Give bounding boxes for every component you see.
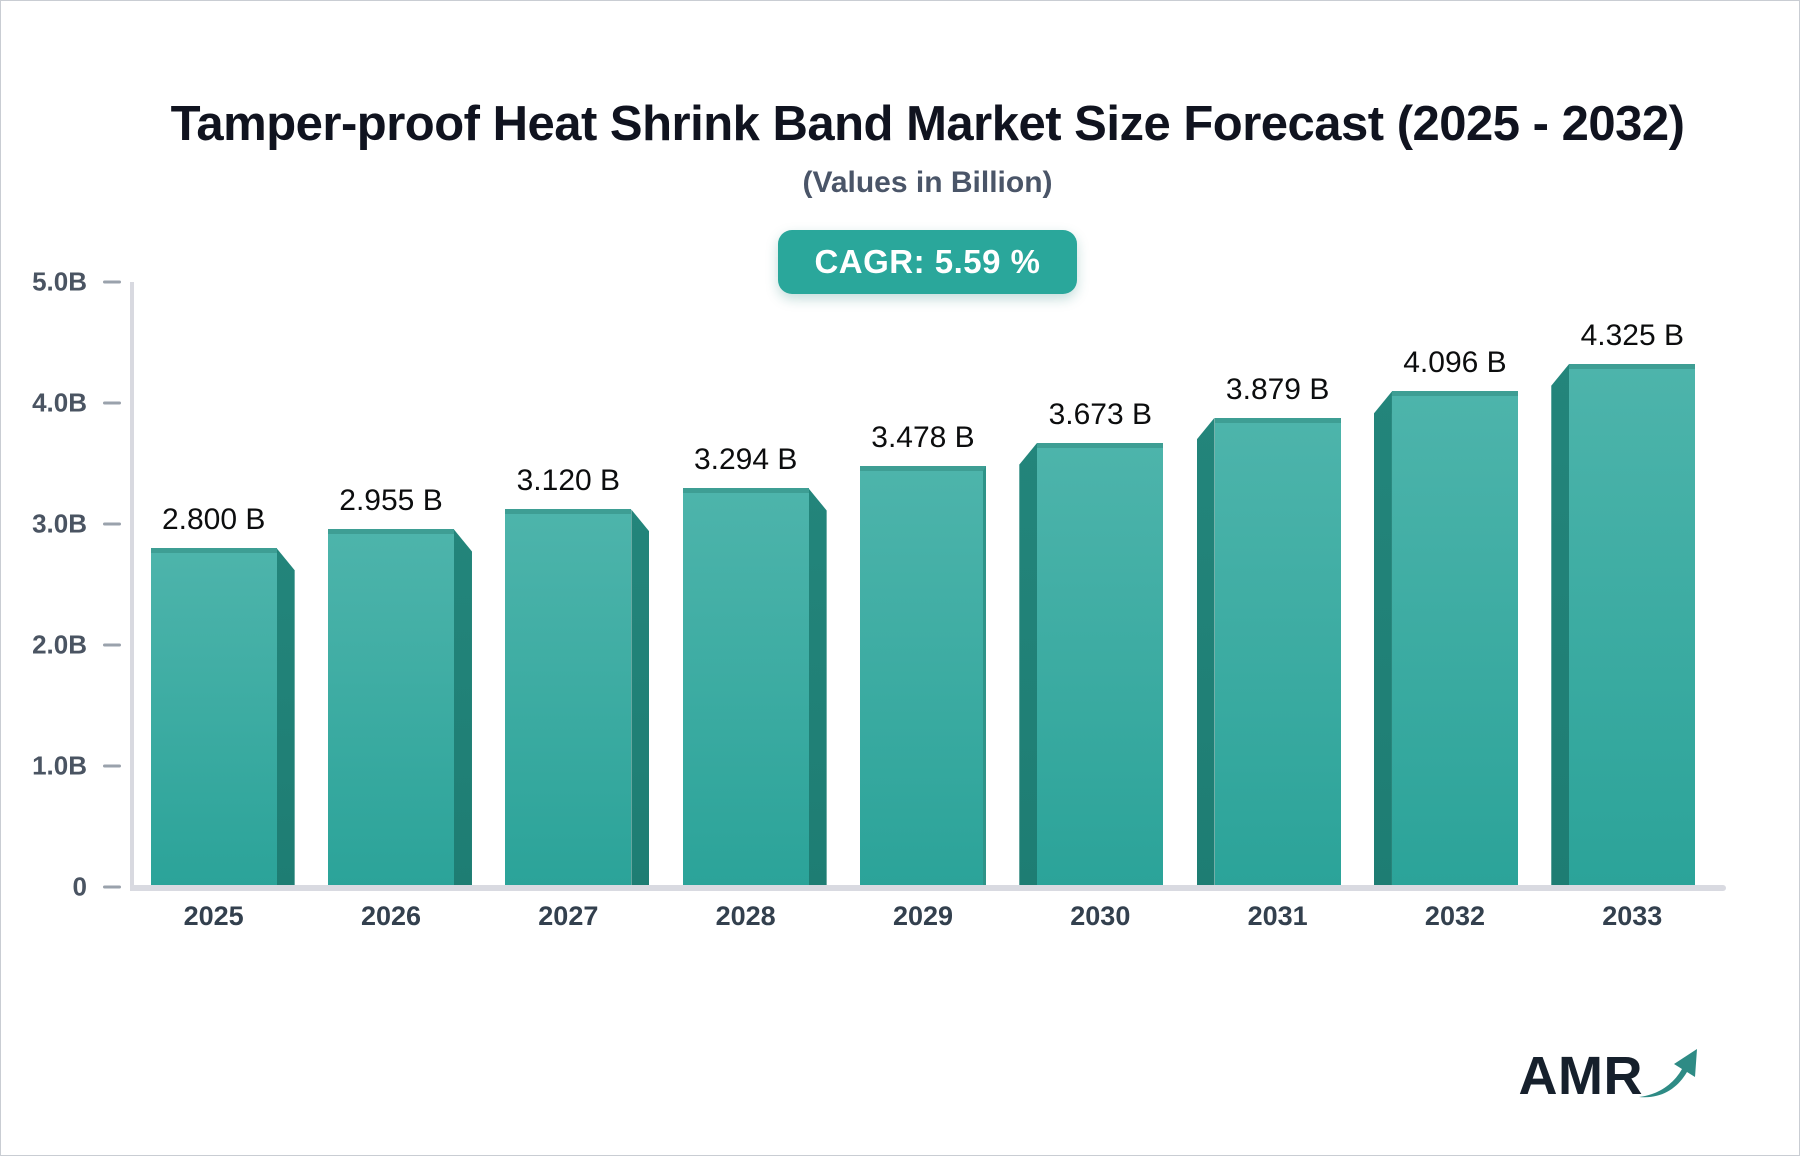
- cagr-badge-row: CAGR: 5.59 %: [134, 229, 1721, 294]
- bar-2025: [150, 548, 295, 887]
- x-label-2027: 2027: [538, 901, 599, 931]
- bar-slot-2033: 4.325 B: [1544, 282, 1721, 887]
- bar-side: [1019, 442, 1038, 887]
- growth-arrow-icon: [1639, 1049, 1697, 1098]
- x-axis-baseline: [130, 885, 1726, 891]
- bar-slot-2032: 4.096 B: [1366, 282, 1543, 887]
- bar-side: [453, 529, 472, 887]
- chart-header: Tamper-proof Heat Shrink Band Market Siz…: [134, 1, 1721, 294]
- bar-side: [1551, 363, 1570, 887]
- y-tick: 0: [41, 872, 121, 903]
- bar-value-label: 3.879 B: [1225, 372, 1330, 406]
- y-tick-dash: [103, 764, 121, 768]
- bar-2033: [1551, 363, 1696, 887]
- x-labels-row: 2025 2026 2027 2028 2029 2030 2031 2032 2033: [125, 901, 1721, 932]
- y-tick-dash: [103, 522, 121, 526]
- bar-face: [505, 509, 632, 887]
- bar-value-label: 2.800 B: [161, 503, 266, 537]
- bar-slot-2025: 2.800 B: [125, 282, 302, 887]
- bar-slot-2028: 3.294 B: [657, 282, 834, 887]
- bar-face: [1214, 417, 1341, 887]
- x-label-2028: 2028: [715, 901, 776, 931]
- bar-face: [327, 529, 454, 887]
- bar-face: [1569, 363, 1696, 887]
- x-label-2025: 2025: [183, 901, 244, 931]
- x-label-2026: 2026: [360, 901, 422, 931]
- x-label-2032: 2032: [1424, 901, 1485, 931]
- bar-slot-2026: 2.955 B: [302, 282, 479, 887]
- chart-title: Tamper-proof Heat Shrink Band Market Siz…: [170, 97, 1685, 151]
- bar-value-label: 3.478 B: [871, 421, 975, 455]
- bar-side: [1196, 417, 1215, 887]
- y-axis-ticks: 5.0B 4.0B 3.0B 2.0B 1.0B 0: [32, 267, 121, 902]
- y-tick-label: 5.0B: [32, 266, 87, 297]
- y-tick-dash: [103, 280, 121, 284]
- bar-slot-2029: 3.478 B: [834, 282, 1011, 887]
- y-tick: 5.0B: [32, 267, 121, 298]
- x-label-2033: 2033: [1602, 901, 1663, 931]
- y-tick-dash: [103, 401, 121, 405]
- x-label-2031: 2031: [1247, 901, 1308, 931]
- y-tick-label: 4.0B: [32, 387, 87, 418]
- bar-slot-2030: 3.673 B: [1012, 282, 1189, 887]
- bar-face: [150, 548, 277, 887]
- bar-face: [682, 488, 809, 887]
- y-tick-dash: [103, 885, 121, 889]
- y-tick-label: 1.0B: [32, 750, 87, 781]
- bar-slot-2027: 3.120 B: [480, 282, 657, 887]
- amr-logo: AMR: [1519, 1045, 1699, 1103]
- x-label-2029: 2029: [892, 901, 954, 931]
- amr-logo-text: AMR: [1518, 1046, 1643, 1106]
- bar-2027: [505, 509, 650, 887]
- y-axis-line: [130, 282, 134, 891]
- bar-side: [276, 548, 295, 887]
- bar-side: [808, 488, 827, 887]
- chart-subtitle: (Values in Billion): [802, 165, 1053, 199]
- bar-value-label: 4.096 B: [1403, 346, 1507, 380]
- y-tick: 2.0B: [32, 630, 121, 661]
- y-tick-label: 3.0B: [32, 508, 87, 539]
- bar-2032: [1373, 391, 1518, 887]
- bar-slot-2031: 3.879 B: [1189, 282, 1366, 887]
- bar-value-label: 3.673 B: [1048, 397, 1153, 431]
- bar-value-label: 2.955 B: [339, 484, 443, 518]
- cagr-badge: CAGR: 5.59 %: [778, 229, 1077, 294]
- bar-value-label: 3.294 B: [693, 443, 798, 477]
- bar-2026: [327, 529, 472, 887]
- y-tick: 3.0B: [32, 509, 121, 540]
- bar-face: [1391, 391, 1518, 887]
- y-tick: 4.0B: [32, 388, 121, 419]
- x-label-2030: 2030: [1070, 901, 1131, 931]
- bars-container: 2.800 B 2.955 B 3.120 B 3.294 B 3.478 B 3.673…: [125, 282, 1721, 887]
- bar-2029: [859, 466, 986, 887]
- bar-2030: [1019, 442, 1164, 887]
- y-tick: 1.0B: [32, 751, 121, 782]
- y-tick-label: 2.0B: [32, 629, 87, 660]
- bar-face: [859, 466, 986, 887]
- bar-2031: [1196, 417, 1341, 887]
- bar-value-label: 3.120 B: [516, 464, 621, 498]
- bar-side: [1373, 391, 1392, 887]
- y-tick-dash: [103, 643, 121, 647]
- bar-side: [631, 509, 650, 887]
- bar-face: [1037, 442, 1164, 887]
- bar-value-label: 4.325 B: [1580, 318, 1684, 352]
- y-tick-label: 0: [72, 871, 87, 902]
- bar-2028: [682, 488, 827, 887]
